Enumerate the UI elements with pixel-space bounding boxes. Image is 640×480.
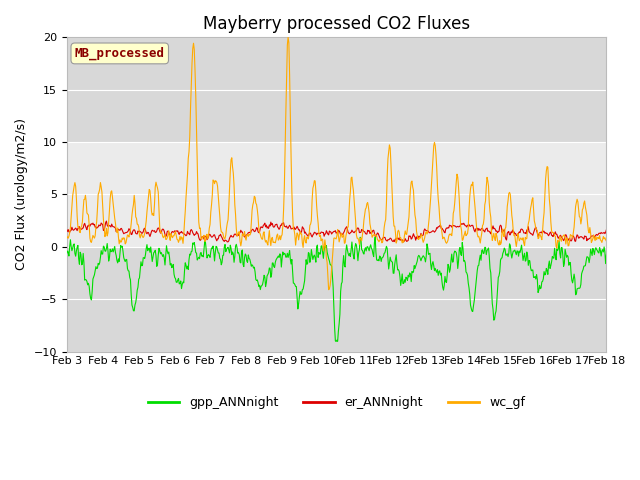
Text: MB_processed: MB_processed: [75, 47, 164, 60]
Legend: gpp_ANNnight, er_ANNnight, wc_gf: gpp_ANNnight, er_ANNnight, wc_gf: [143, 391, 531, 414]
Title: Mayberry processed CO2 Fluxes: Mayberry processed CO2 Fluxes: [203, 15, 470, 33]
Y-axis label: CO2 Flux (urology/m2/s): CO2 Flux (urology/m2/s): [15, 119, 28, 270]
Bar: [67, 142, 606, 247]
